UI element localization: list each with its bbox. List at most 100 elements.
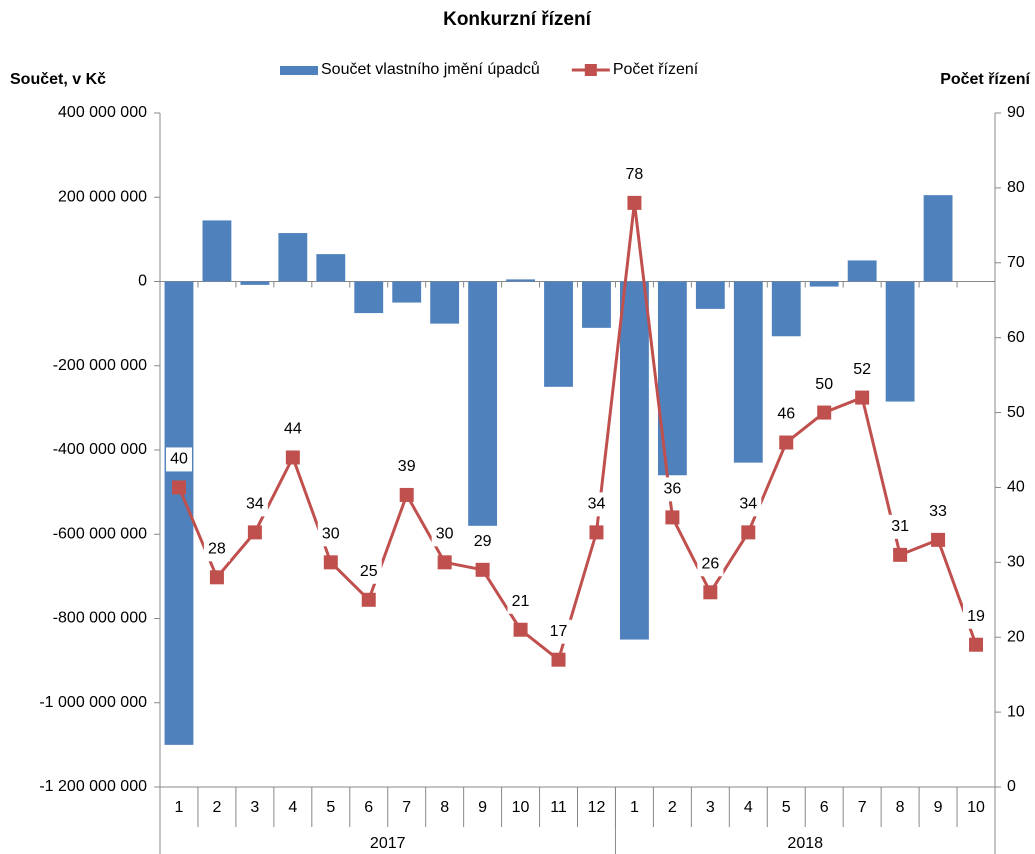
marker xyxy=(437,555,452,570)
label-bg xyxy=(735,492,762,517)
label-bg xyxy=(241,492,268,517)
y2-tick-label: 30 xyxy=(1007,554,1025,571)
data-label: 39 xyxy=(398,458,416,475)
y-tick-label: -600 000 000 xyxy=(53,525,147,542)
label-bg xyxy=(773,402,800,427)
x-tick-label: 2 xyxy=(668,799,677,816)
marker xyxy=(513,622,528,637)
bar xyxy=(544,281,573,387)
x-tick-label: 7 xyxy=(858,799,867,816)
bar xyxy=(354,281,384,314)
marker xyxy=(475,562,490,577)
marker xyxy=(627,195,642,210)
label-bg xyxy=(697,552,724,577)
x-tick-label: 10 xyxy=(967,799,985,816)
data-label: 30 xyxy=(436,526,454,543)
bar xyxy=(771,281,801,337)
y2-tick-label: 20 xyxy=(1007,628,1025,645)
label-bg xyxy=(849,357,876,382)
marker xyxy=(703,585,718,600)
data-label: 25 xyxy=(360,563,378,580)
data-label: 34 xyxy=(588,496,606,513)
label-bg xyxy=(165,447,192,472)
x-tick-label: 9 xyxy=(934,799,943,816)
marker xyxy=(209,570,224,585)
bar xyxy=(278,233,308,282)
data-label: 28 xyxy=(208,541,226,558)
y-tick-label: -1 200 000 000 xyxy=(39,778,147,795)
data-label: 46 xyxy=(777,406,795,423)
bar xyxy=(847,260,877,282)
x-tick-label: 4 xyxy=(744,799,753,816)
y2-tick-label: 0 xyxy=(1007,778,1016,795)
label-bg xyxy=(317,522,344,547)
data-label: 17 xyxy=(550,623,568,640)
marker xyxy=(171,480,186,495)
label-bg xyxy=(393,454,420,479)
y2-tick-label: 70 xyxy=(1007,254,1025,271)
x-tick-label: 3 xyxy=(706,799,715,816)
data-label: 78 xyxy=(626,166,644,183)
y-tick-label: -800 000 000 xyxy=(53,610,147,627)
label-bg xyxy=(279,417,306,442)
x-tick-label: 8 xyxy=(896,799,905,816)
legend-label: Počet řízení xyxy=(613,61,699,78)
label-bg xyxy=(431,522,458,547)
bar xyxy=(316,254,346,282)
marker xyxy=(665,510,680,525)
x-tick-label: 7 xyxy=(402,799,411,816)
data-label: 33 xyxy=(929,503,947,520)
marker xyxy=(779,435,794,450)
legend-swatch xyxy=(584,64,597,76)
bar xyxy=(620,281,649,640)
bar xyxy=(468,281,498,526)
bar xyxy=(885,281,915,402)
y2-axis-title: Počet řízení xyxy=(940,71,1030,88)
x-group-label: 2017 xyxy=(370,835,406,852)
marker xyxy=(247,525,262,540)
x-group-label: 2018 xyxy=(787,835,823,852)
bar xyxy=(582,281,611,328)
x-tick-label: 12 xyxy=(588,799,606,816)
marker xyxy=(893,547,908,562)
data-label: 40 xyxy=(170,451,188,468)
data-label: 29 xyxy=(474,533,492,550)
y-tick-label: -200 000 000 xyxy=(53,357,147,374)
bar xyxy=(430,281,460,324)
x-tick-label: 11 xyxy=(550,799,567,816)
legend-swatch xyxy=(280,66,318,75)
line xyxy=(177,202,978,663)
bar xyxy=(392,281,422,303)
bar xyxy=(733,281,763,463)
y-tick-label: -400 000 000 xyxy=(53,441,147,458)
data-label: 30 xyxy=(322,526,340,543)
bar xyxy=(202,220,232,282)
x-tick-label: 5 xyxy=(782,799,791,816)
y2-tick-label: 60 xyxy=(1007,329,1025,346)
marker xyxy=(399,487,414,502)
chart-title: Konkurzní řízení xyxy=(443,9,592,30)
x-tick-label: 8 xyxy=(440,799,449,816)
bar xyxy=(506,279,535,282)
data-label: 19 xyxy=(967,608,985,625)
label-bg xyxy=(963,604,990,629)
marker xyxy=(741,525,756,540)
x-tick-label: 6 xyxy=(364,799,373,816)
label-bg xyxy=(811,372,838,397)
bar xyxy=(923,195,953,282)
marker xyxy=(285,450,300,465)
y-tick-label: 400 000 000 xyxy=(58,104,147,121)
x-tick-label: 1 xyxy=(175,799,184,816)
y-axis-title: Součet, v Kč xyxy=(10,71,106,88)
bar xyxy=(240,281,270,285)
label-bg xyxy=(545,619,572,644)
data-label: 31 xyxy=(891,518,909,535)
x-tick-label: 2 xyxy=(212,799,221,816)
data-label: 52 xyxy=(853,361,871,378)
label-bg xyxy=(469,529,496,554)
marker xyxy=(817,405,832,420)
data-label: 34 xyxy=(246,496,264,513)
marker xyxy=(361,592,376,607)
label-bg xyxy=(583,492,610,517)
marker xyxy=(323,555,338,570)
